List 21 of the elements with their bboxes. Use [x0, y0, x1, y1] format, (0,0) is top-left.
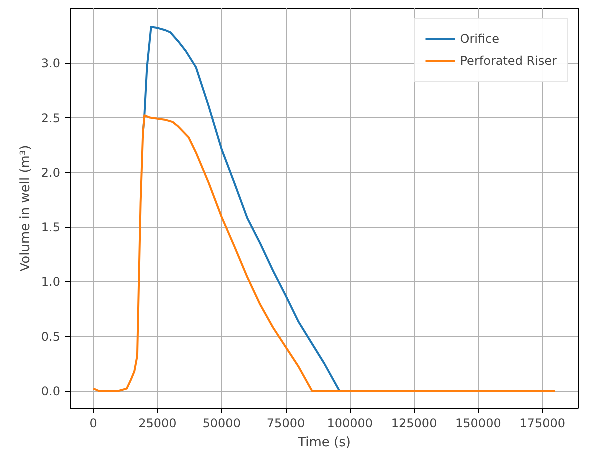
legend-label: Perforated Riser: [460, 54, 557, 68]
y-tick-label: 1.0: [41, 275, 61, 290]
x-tick-label: 50000: [202, 416, 241, 430]
y-tick-label: 1.5: [41, 220, 61, 235]
x-tick-label: 75000: [266, 416, 306, 430]
y-axis-title: Volume in well (m³): [18, 145, 34, 272]
x-tick-label: 25000: [138, 416, 177, 430]
x-tick-label: 125000: [391, 416, 438, 430]
line-series: [92, 114, 556, 392]
x-tick-label: 0: [90, 416, 98, 430]
y-tick-label: 3.0: [41, 56, 61, 71]
x-tick-label: 150000: [456, 416, 502, 430]
y-tick-label: 0.0: [41, 384, 61, 399]
y-tick-label: 2.0: [41, 166, 61, 180]
x-tick-label: 175000: [520, 416, 566, 430]
x-axis-title: Time (s): [297, 436, 351, 450]
y-tick-label: 2.5: [41, 111, 61, 126]
line-series: [142, 26, 341, 392]
legend-label: Orifice: [460, 32, 500, 46]
x-tick-label: 100000: [327, 416, 374, 430]
y-tick-label: 0.5: [41, 330, 61, 344]
